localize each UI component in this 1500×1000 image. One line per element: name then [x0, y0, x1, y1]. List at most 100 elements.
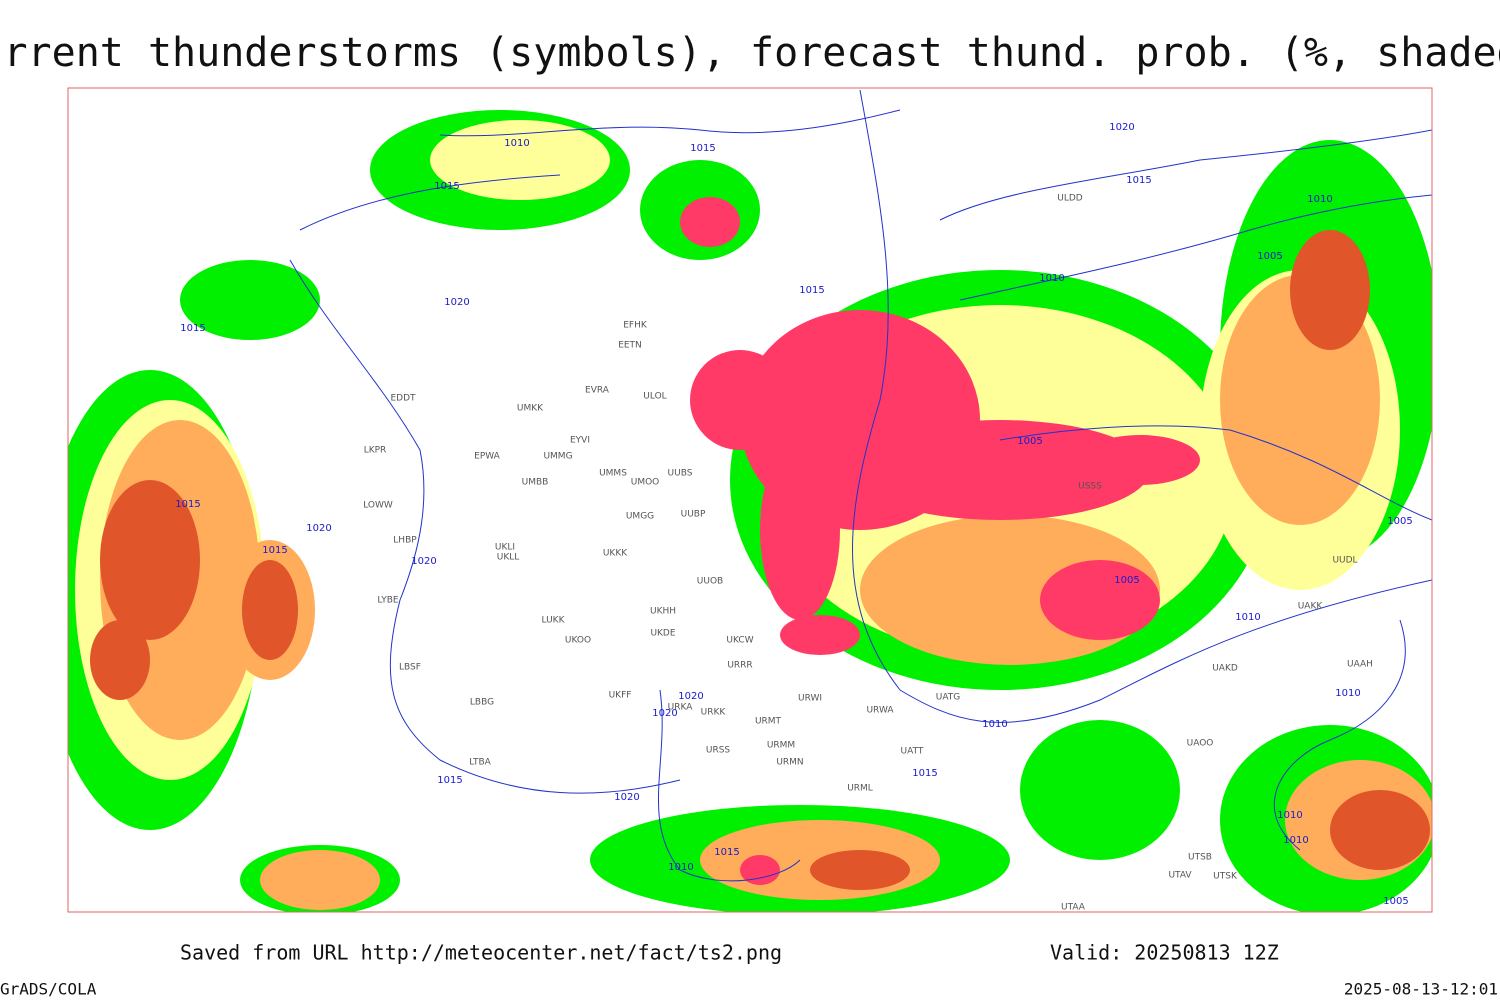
isobar [299, 174, 561, 231]
station-label: UUDL [1332, 556, 1357, 566]
probability-area [1080, 435, 1200, 485]
isobar-label: 1015 [690, 143, 715, 154]
station-label: LBBG [470, 698, 494, 708]
station-label: UKHH [650, 607, 676, 617]
station-label: UTSK [1213, 872, 1238, 882]
isobar-label: 1015 [437, 775, 462, 786]
probability-field [68, 110, 1432, 912]
probability-area [100, 480, 200, 640]
isobar-label: 1005 [1017, 436, 1042, 447]
isobar-label: 1010 [1039, 273, 1064, 284]
station-label: UAKK [1298, 602, 1324, 612]
station-label: UATG [936, 693, 961, 703]
probability-area [260, 850, 380, 910]
station-label: ULOL [643, 392, 666, 402]
isobar-label: 1010 [982, 719, 1007, 730]
probability-area [1040, 560, 1160, 640]
station-label: UAOO [1187, 739, 1214, 749]
probability-area [740, 855, 780, 885]
isobar-label: 1015 [1126, 175, 1151, 186]
station-label: URWI [798, 694, 822, 704]
station-label: USSS [1078, 482, 1102, 492]
isobar-label: 1020 [444, 297, 469, 308]
station-label: URKK [701, 708, 727, 718]
isobar-label: 1010 [668, 862, 693, 873]
isobar-label: 1015 [799, 285, 824, 296]
isobar-label: 1010 [1335, 688, 1360, 699]
isobar [852, 89, 1432, 723]
source-url: Saved from URL http://meteocenter.net/fa… [180, 941, 782, 965]
station-label: UMMS [599, 469, 627, 479]
station-label: UKCW [726, 636, 753, 646]
probability-area [760, 440, 840, 620]
isobar-label: 1015 [180, 323, 205, 334]
isobar [289, 259, 681, 794]
isobar-label: 1015 [175, 499, 200, 510]
isobar [1273, 619, 1406, 851]
isobar-label: 1005 [1114, 575, 1139, 586]
station-label: UKLI [495, 543, 515, 553]
isobar-label: 1020 [1109, 122, 1134, 133]
station-label: UMOO [631, 478, 660, 488]
station-label: UUBP [681, 510, 706, 520]
station-label: LUKK [542, 616, 566, 626]
probability-area [180, 260, 320, 340]
station-label: EVRA [585, 386, 610, 396]
probability-area [1290, 230, 1370, 350]
timestamp: 2025-08-13-12:01 [1344, 980, 1498, 999]
isobar-label: 1020 [652, 708, 677, 719]
isobar-label: 1010 [1307, 194, 1332, 205]
isobar-label: 1005 [1257, 251, 1282, 262]
station-label: UTAV [1168, 871, 1192, 881]
isobar-label: 1010 [1235, 612, 1260, 623]
station-label: UUBS [668, 469, 693, 479]
station-label: LBSF [399, 663, 421, 673]
station-label: UAAH [1347, 660, 1373, 670]
isobar-lines [289, 89, 1432, 882]
isobar-label: 1015 [714, 847, 739, 858]
isobar-label: 1020 [306, 523, 331, 534]
isobar [939, 129, 1432, 221]
isobar [959, 194, 1432, 301]
station-label: EFHK [623, 321, 648, 331]
isobar-label: 1015 [434, 181, 459, 192]
station-label: UKKK [603, 549, 628, 559]
isobar [658, 689, 801, 882]
station-label: UUOB [697, 577, 723, 587]
probability-area [680, 197, 740, 247]
isobar-label: 1020 [411, 556, 436, 567]
station-label: URWA [866, 706, 894, 716]
station-label: URMT [755, 717, 782, 727]
plot-frame [67, 87, 1433, 913]
station-label: UKFF [609, 691, 632, 701]
station-label: EETN [618, 341, 642, 351]
probability-area [780, 615, 860, 655]
isobar-label: 1010 [1283, 835, 1308, 846]
probability-area [430, 120, 610, 200]
station-label: UKOO [565, 636, 591, 646]
station-label: UMBB [522, 478, 549, 488]
station-label: UKDE [650, 629, 675, 639]
probability-area [810, 850, 910, 890]
station-label: LOWW [363, 501, 393, 511]
station-label: URSS [706, 746, 731, 756]
map-title: Current thunderstorms (symbols), forecas… [0, 30, 1500, 76]
station-label: LYBE [377, 596, 398, 606]
isobar [999, 425, 1432, 521]
station-label: URRR [727, 661, 752, 671]
isobar-label: 1005 [1383, 896, 1408, 907]
station-label: EPWA [474, 452, 501, 462]
station-label: UTSB [1188, 853, 1212, 863]
probability-area [690, 350, 790, 450]
software: GrADS/COLA [0, 980, 97, 999]
station-label: EDDT [390, 394, 416, 404]
station-label: URMM [767, 741, 795, 751]
probability-area [1330, 790, 1430, 870]
probability-area [90, 620, 150, 700]
station-label: UMMG [543, 452, 572, 462]
isobar-label: 1010 [1277, 810, 1302, 821]
station-label: URMN [776, 758, 803, 768]
probability-area [850, 420, 1150, 520]
